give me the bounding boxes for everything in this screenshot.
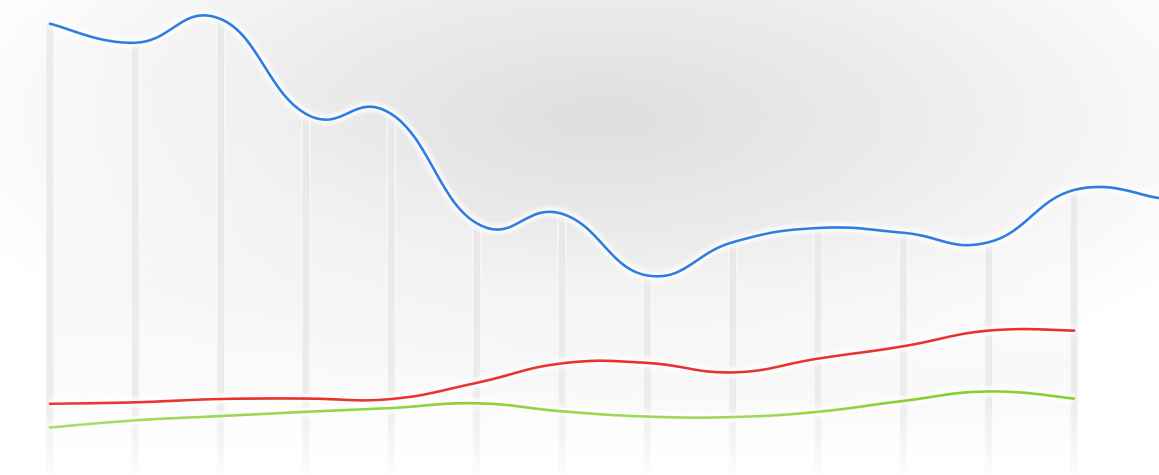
series-line xyxy=(48,13,1159,278)
series-line xyxy=(48,327,1076,406)
column-panel xyxy=(139,19,217,475)
column-panel xyxy=(224,19,302,475)
column-panel xyxy=(310,114,388,475)
bottom-fade xyxy=(0,400,1159,475)
column-panel xyxy=(54,23,132,475)
